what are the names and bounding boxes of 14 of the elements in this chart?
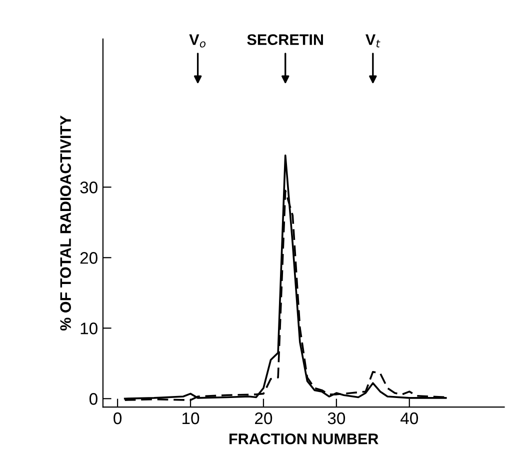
annotation: SECRETIN — [247, 34, 323, 46]
x-tick-label: 30 — [328, 412, 346, 424]
y-tick-label: 30 — [80, 182, 98, 194]
x-tick-label: 10 — [182, 412, 200, 424]
x-tick-label: 40 — [400, 412, 418, 424]
y-tick-label: 10 — [80, 322, 98, 334]
annotation: V$_{t}$ — [366, 34, 380, 48]
x-axis-title: FRACTION NUMBER — [230, 433, 378, 444]
annotation: V$_{o}$ — [189, 34, 206, 48]
y-tick-label: 0 — [89, 393, 98, 405]
x-tick-label: 0 — [114, 412, 122, 424]
y-tick-label: 20 — [80, 252, 98, 264]
y-axis-title: % OF TOTAL RADIOACTIVITY — [60, 116, 71, 331]
x-tick-label: 20 — [255, 412, 272, 424]
